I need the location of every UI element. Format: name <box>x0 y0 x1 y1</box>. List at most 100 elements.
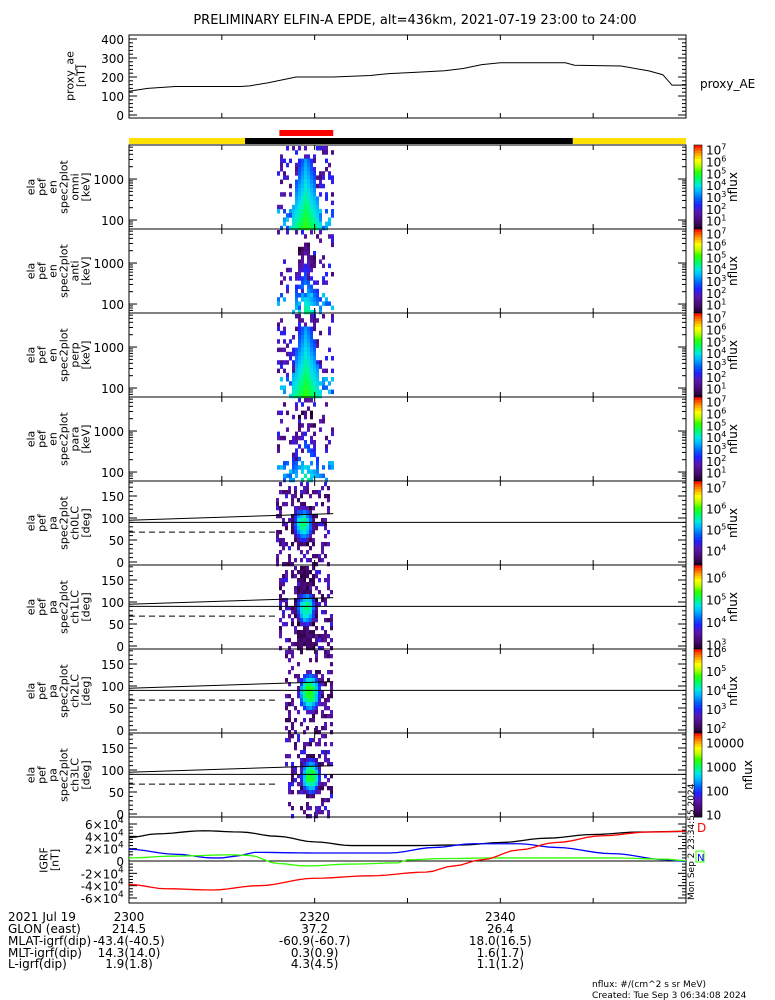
colorbar-segment <box>694 181 702 185</box>
spec-cell <box>306 622 309 627</box>
colorbar-segment <box>694 735 702 739</box>
spec-cell <box>300 494 303 499</box>
spec-cell <box>307 347 310 353</box>
spec-cell <box>315 742 318 747</box>
spec-cell <box>322 414 325 420</box>
spec-cell <box>295 217 298 222</box>
spec-cell <box>297 534 300 539</box>
spec-cell <box>322 368 325 374</box>
spec-cell <box>324 518 327 523</box>
spec-cell <box>300 566 303 571</box>
colorbar-segment <box>694 229 702 233</box>
spec-cell <box>319 192 322 197</box>
spec-cell <box>294 674 297 679</box>
spec-cell <box>312 630 315 635</box>
spec-cell <box>294 530 297 535</box>
spec-cell <box>313 301 316 306</box>
spec-cell <box>303 782 306 787</box>
spec-cell <box>283 217 286 222</box>
spec-cell <box>310 423 313 428</box>
spec-cell <box>280 318 283 323</box>
spec-cell <box>310 183 313 189</box>
spec-cell <box>301 200 304 206</box>
spec-cell <box>279 550 282 555</box>
spec-cell <box>306 626 309 631</box>
y-tick-label: 150 <box>101 658 124 672</box>
spec-cell <box>318 690 321 695</box>
y-axis-label: ch0LC <box>69 506 82 540</box>
spec-cell <box>291 574 294 579</box>
spec-cell <box>318 570 321 575</box>
spec-cell <box>303 526 306 531</box>
colorbar-segment <box>694 539 702 543</box>
spec-cell <box>285 638 288 643</box>
spec-cell <box>309 646 312 651</box>
colorbar-segment <box>694 363 702 367</box>
spec-cell <box>324 654 327 659</box>
spec-cell <box>319 238 322 243</box>
spec-cell <box>312 606 315 611</box>
spec-cell <box>288 546 291 551</box>
spec-cell <box>298 146 301 151</box>
colorbar-segment <box>694 565 702 569</box>
spec-cell <box>321 486 324 491</box>
y-axis-label: ela <box>25 179 38 196</box>
spec-cell <box>276 506 279 511</box>
spec-cell <box>297 546 300 551</box>
spec-cell <box>286 230 289 235</box>
spec-cell <box>318 778 321 783</box>
spec-cell <box>315 730 318 735</box>
spec-cell <box>292 435 295 441</box>
spec-cell <box>312 766 315 771</box>
spec-cell <box>312 782 315 787</box>
spec-cell <box>307 393 310 399</box>
spec-cell <box>310 452 313 458</box>
y-axis-label: pef <box>36 513 49 532</box>
spec-cell <box>310 158 313 164</box>
spec-cell <box>303 510 306 515</box>
spec-cell <box>322 263 325 269</box>
colorbar-segment <box>694 307 702 311</box>
spectrogram-cells <box>277 230 334 315</box>
spec-cell <box>310 179 313 185</box>
spec-cell <box>300 602 303 607</box>
spec-cell <box>321 626 324 631</box>
spec-cell <box>309 710 312 715</box>
spec-cell <box>286 351 289 357</box>
spec-cell <box>318 646 321 651</box>
colorbar-label: nflux <box>726 592 740 622</box>
spec-cell <box>304 154 307 159</box>
spec-cell <box>313 297 316 302</box>
spec-cell <box>280 435 283 441</box>
spec-cell <box>327 562 330 567</box>
spec-cell <box>313 175 316 180</box>
spec-cell <box>294 770 297 775</box>
colorbar-segment <box>694 609 702 613</box>
spec-cell <box>301 280 304 285</box>
y-axis-label: en <box>47 180 60 194</box>
spec-cell <box>331 377 334 382</box>
spec-cell <box>285 502 288 507</box>
spec-cell <box>327 634 330 639</box>
spec-cell <box>300 522 303 527</box>
spec-cell <box>295 372 298 378</box>
y-axis-label: ela <box>25 431 38 448</box>
spec-cell <box>301 343 304 348</box>
spec-cell <box>301 356 304 361</box>
spec-cell <box>294 718 297 723</box>
spec-cell <box>312 774 315 779</box>
spec-cell <box>301 389 304 395</box>
spec-cell <box>298 192 301 197</box>
spec-cell <box>331 213 334 218</box>
y-tick-exponent: 4 <box>118 828 124 838</box>
spec-cell <box>300 774 303 779</box>
spec-cell <box>306 702 309 707</box>
spec-cell <box>307 351 310 357</box>
spec-cell <box>288 738 291 743</box>
spec-cell <box>303 618 306 623</box>
spec-cell <box>298 259 301 264</box>
spec-cell <box>304 381 307 386</box>
spec-cell <box>283 385 286 390</box>
